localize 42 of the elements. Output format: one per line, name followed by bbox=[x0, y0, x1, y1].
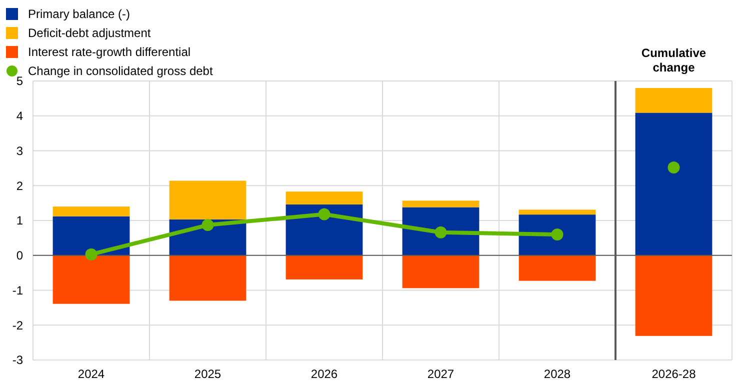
text: Cumulative change bbox=[641, 46, 706, 74]
y-tick-label: 5 bbox=[16, 74, 24, 88]
bar bbox=[635, 88, 712, 113]
point bbox=[434, 226, 447, 238]
point bbox=[551, 228, 564, 240]
x-tick-label: 2028 bbox=[544, 367, 571, 381]
point bbox=[85, 248, 98, 260]
x-tick-label: 2026-28 bbox=[652, 367, 696, 381]
bar bbox=[52, 255, 130, 304]
bar bbox=[286, 255, 363, 280]
legend-label: Deficit-debt adjustment bbox=[28, 26, 152, 40]
y-tick-label: -1 bbox=[12, 283, 24, 298]
bar bbox=[518, 214, 596, 256]
bar bbox=[518, 255, 596, 281]
legend-label: Change in consolidated gross debt bbox=[28, 64, 214, 78]
bar bbox=[169, 180, 246, 220]
legend-label: Primary balance (-) bbox=[28, 7, 130, 22]
y-tick-label: 2 bbox=[16, 178, 24, 193]
y-tick-label: -2 bbox=[12, 318, 24, 332]
bar bbox=[286, 204, 363, 256]
bar bbox=[402, 200, 480, 208]
y-tick-label: 4 bbox=[16, 109, 24, 124]
bar bbox=[169, 255, 246, 301]
point bbox=[202, 219, 214, 232]
y-tick-label: -3 bbox=[12, 353, 24, 368]
point bbox=[668, 161, 680, 174]
legend-label: Interest rate-growth differential bbox=[28, 45, 191, 60]
bar bbox=[52, 206, 130, 216]
bar bbox=[402, 255, 480, 288]
y-tick-label: 1 bbox=[16, 214, 24, 228]
x-tick-label: 2025 bbox=[194, 367, 222, 381]
bar bbox=[52, 216, 130, 256]
bar bbox=[518, 210, 596, 215]
y-tick-label: 0 bbox=[16, 248, 24, 263]
y-tick-label: 3 bbox=[16, 144, 24, 158]
bar bbox=[635, 255, 712, 336]
bar bbox=[635, 112, 712, 256]
point bbox=[318, 208, 330, 220]
x-tick-label: 2027 bbox=[427, 367, 454, 381]
x-tick-label: 2024 bbox=[78, 367, 105, 381]
x-tick-label: 2026 bbox=[310, 367, 338, 381]
bar bbox=[286, 192, 363, 204]
